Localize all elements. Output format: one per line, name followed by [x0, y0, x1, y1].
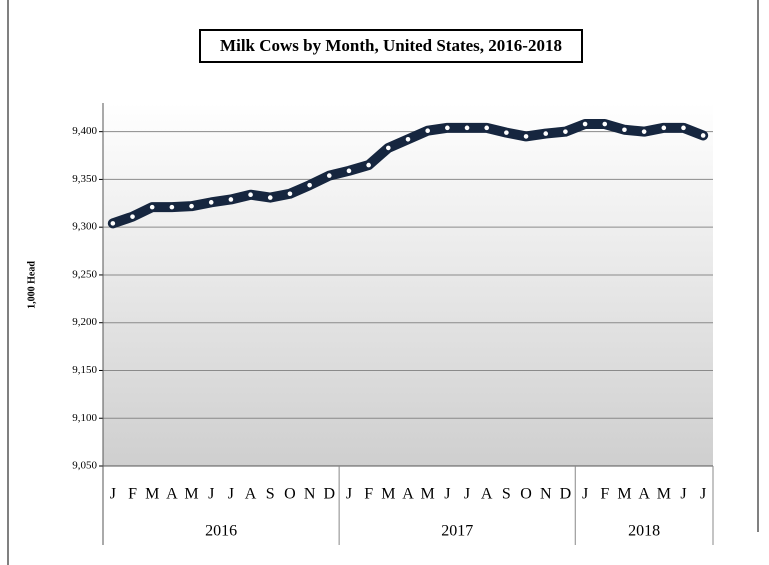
- x-tick-label: A: [166, 486, 178, 503]
- x-tick-label: O: [520, 486, 532, 503]
- x-tick-label: J: [680, 486, 686, 503]
- point: [228, 197, 234, 202]
- point: [504, 130, 509, 135]
- x-tick-label: N: [540, 486, 552, 503]
- point: [326, 173, 332, 178]
- x-tick-label: F: [364, 486, 373, 503]
- x-tick-label: D: [324, 486, 336, 503]
- y-axis-label: 1,000 Head: [26, 261, 37, 309]
- point: [425, 128, 430, 134]
- point: [346, 168, 352, 174]
- point: [523, 134, 529, 139]
- x-tick-label: A: [481, 486, 493, 503]
- x-tick-label: J: [444, 486, 450, 503]
- point: [641, 129, 647, 134]
- point: [208, 200, 214, 205]
- point: [287, 191, 293, 197]
- point: [582, 121, 588, 127]
- point: [464, 125, 470, 131]
- point: [189, 203, 194, 209]
- x-tick-label: J: [208, 486, 214, 503]
- title-box: [199, 29, 583, 63]
- point: [563, 129, 568, 134]
- point: [248, 192, 253, 198]
- y-tick-label: 9,150: [72, 364, 97, 376]
- x-tick-label: M: [145, 486, 159, 503]
- point: [661, 125, 667, 131]
- point: [405, 137, 411, 142]
- x-tick-label: F: [600, 486, 609, 503]
- x-tick-label: S: [266, 486, 275, 503]
- y-tick-label: 9,100: [72, 412, 97, 424]
- x-tick-label: M: [617, 486, 631, 503]
- y-tick-label: 9,300: [72, 221, 97, 233]
- chart-title: Milk Cows by Month, United States, 2016-…: [220, 36, 562, 55]
- x-tick-label: S: [502, 486, 511, 503]
- y-tick-label: 9,050: [72, 460, 97, 472]
- x-tick-label: F: [128, 486, 137, 503]
- x-tick-label: M: [421, 486, 435, 503]
- plot-area: [103, 103, 713, 466]
- point: [307, 182, 312, 188]
- point: [700, 133, 706, 138]
- point: [130, 214, 135, 219]
- y-tick-label: 9,400: [72, 125, 97, 137]
- x-tick-label: M: [657, 486, 671, 503]
- point: [484, 125, 490, 131]
- x-tick-label: A: [402, 486, 414, 503]
- point: [622, 127, 627, 133]
- point: [386, 145, 391, 151]
- x-tick-label: M: [381, 486, 395, 503]
- point: [445, 125, 450, 131]
- y-tick-label: 9,350: [72, 173, 97, 185]
- point: [110, 221, 116, 226]
- x-tick-label: M: [184, 486, 198, 503]
- x-tick-label: J: [700, 486, 706, 503]
- group-label: 2018: [628, 523, 660, 540]
- point: [681, 125, 686, 131]
- point: [602, 121, 608, 127]
- x-tick-label: D: [560, 486, 572, 503]
- x-tick-label: J: [464, 486, 470, 503]
- y-tick-label: 9,200: [72, 316, 97, 328]
- point: [169, 204, 175, 210]
- x-tick-label: J: [582, 486, 588, 503]
- x-tick-label: A: [638, 486, 650, 503]
- point: [543, 131, 549, 136]
- x-tick-label: O: [284, 486, 296, 503]
- x-tick-label: J: [110, 486, 116, 503]
- x-tick-label: J: [228, 486, 234, 503]
- point: [366, 162, 371, 168]
- x-tick-label: A: [245, 486, 257, 503]
- y-tick-label: 9,250: [72, 268, 97, 280]
- point: [267, 195, 273, 200]
- x-tick-label: J: [346, 486, 352, 503]
- point: [149, 204, 155, 210]
- group-label: 2016: [205, 523, 237, 540]
- x-tick-label: N: [304, 486, 316, 503]
- group-label: 2017: [441, 523, 473, 540]
